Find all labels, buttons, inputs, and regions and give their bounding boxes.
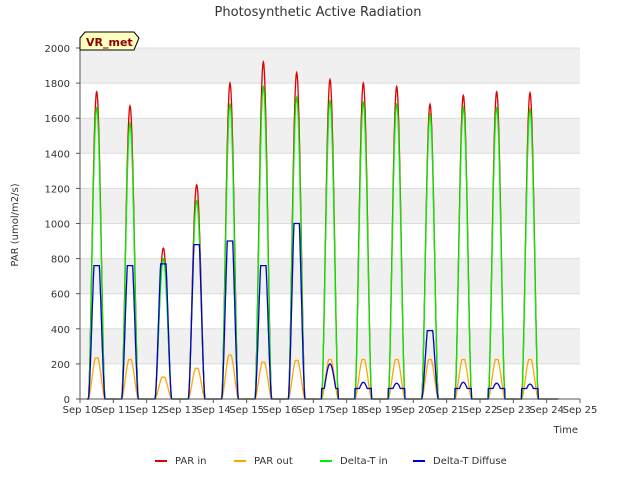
x-tick-label: Sep 18 [329,405,364,416]
plot-band [80,118,580,154]
y-tick-label: 1400 [45,149,70,160]
legend-item-delta-t-diffuse: Delta-T Diffuse [413,456,507,467]
y-tick-label: 200 [51,360,70,371]
x-tick-label: Sep 21 [429,405,464,416]
y-tick-label: 800 [51,255,70,266]
y-axis-label: PAR (umol/m2/s) [10,183,21,266]
legend: PAR in PAR out Delta-T in Delta-T Diffuse [155,456,507,467]
axes [76,47,581,403]
x-tick-label: Sep 22 [463,405,498,416]
y-tick-label: 0 [64,395,70,406]
x-tick-label: Sep 19 [363,405,398,416]
site-tag-box [79,31,140,51]
legend-label: Delta-T Diffuse [433,456,507,467]
y-tick-label: 400 [51,325,70,336]
y-tick-labels: 0 200 400 600 800 1000 1200 1400 1600 1800 2000 [45,44,70,406]
y-tick-label: 1800 [45,79,70,90]
site-tag: VR_met [79,31,140,51]
x-tick-label: Sep 12 [129,405,164,416]
plot-band [80,48,580,84]
plot-band [80,258,580,294]
x-tick-label: Sep 17 [296,405,331,416]
x-tick-label: Sep 24 [529,405,564,416]
y-tick-label: 1600 [45,114,70,125]
x-tick-label: Sep 14 [196,405,231,416]
legend-label: PAR in [175,456,206,467]
y-tick-label: 1200 [45,184,70,195]
x-tick-label: Sep 16 [263,405,298,416]
plot-band [80,328,580,364]
chart-title: Photosynthetic Active Radiation [215,5,422,20]
legend-label: Delta-T in [340,456,388,467]
x-tick-label: Sep 15 [229,405,264,416]
x-tick-label: Sep 25 [563,405,598,416]
y-tick-label: 1000 [45,220,70,231]
legend-item-par-out: PAR out [234,456,293,467]
x-tick-label: Sep 23 [496,405,531,416]
x-axis-label: Time [553,425,578,436]
x-tick-label: Sep 20 [396,405,431,416]
x-tick-label: Sep 10 [63,405,98,416]
y-tick-label: 600 [51,290,70,301]
legend-item-delta-t-in: Delta-T in [320,456,388,467]
site-tag-label: VR_met [86,36,133,49]
legend-item-par-in: PAR in [155,456,206,467]
x-tick-label: Sep 11 [96,405,131,416]
y-tick-label: 2000 [45,44,70,55]
legend-label: PAR out [254,456,293,467]
plot-band [80,188,580,224]
x-tick-label: Sep 13 [163,405,198,416]
